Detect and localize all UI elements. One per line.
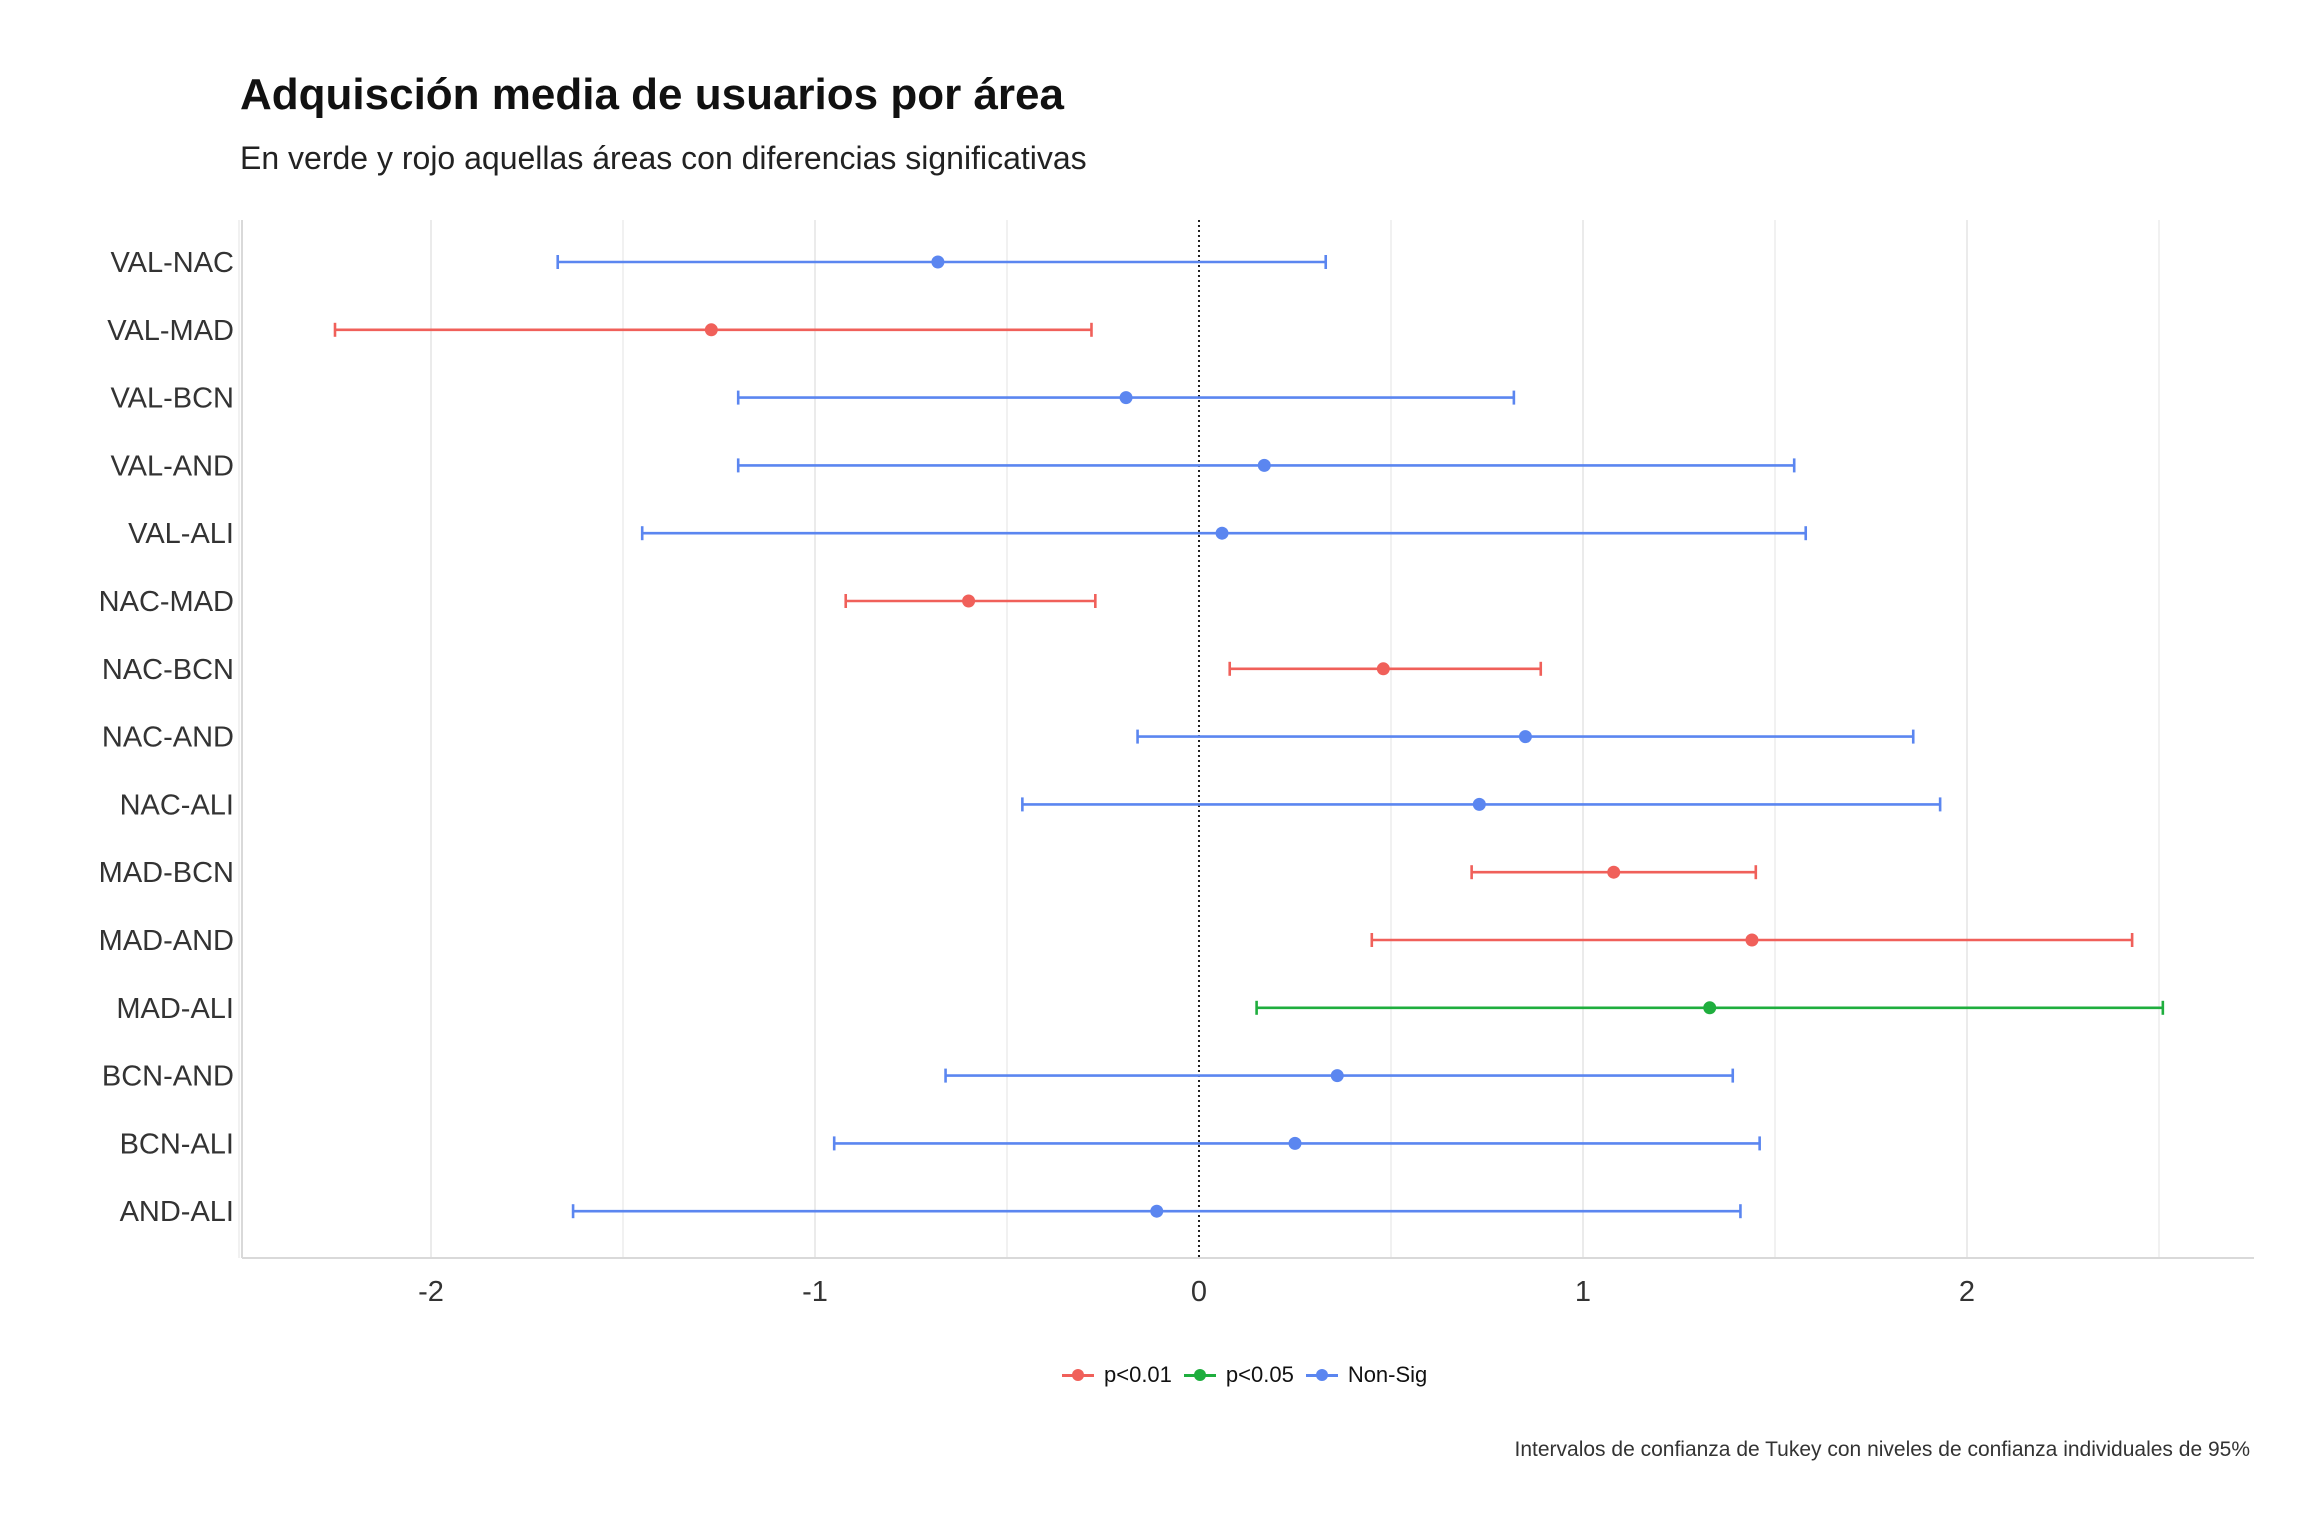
estimate-point	[1376, 662, 1390, 676]
estimate-point	[1745, 933, 1759, 947]
estimate-point	[1472, 797, 1486, 811]
legend-label-nonsig: Non-Sig	[1347, 1362, 1428, 1387]
y-tick-label: NAC-MAD	[99, 586, 234, 618]
legend-key-p001	[1060, 1365, 1096, 1385]
legend-item-nonsig: Non-Sig	[1304, 1362, 1427, 1388]
estimate-point	[1257, 458, 1271, 472]
legend-item-p001: p<0.01	[1060, 1362, 1172, 1388]
chart-title: Adquisción media de usuarios por área	[240, 70, 1064, 119]
legend-key-p005	[1182, 1365, 1218, 1385]
estimate-point	[1607, 865, 1621, 879]
estimate-point	[1215, 526, 1229, 540]
x-tick-label: 1	[1575, 1276, 1591, 1308]
legend-key-nonsig	[1304, 1365, 1340, 1385]
chart-caption: Intervalos de confianza de Tukey con niv…	[1514, 1438, 2250, 1461]
estimate-point	[1288, 1136, 1302, 1150]
x-tick-label: -2	[418, 1276, 444, 1308]
x-tick-label: 0	[1191, 1276, 1207, 1308]
y-tick-label: BCN-ALI	[120, 1128, 234, 1160]
estimate-point	[1119, 391, 1133, 405]
chart-subtitle: En verde y rojo aquellas áreas con difer…	[240, 140, 1087, 176]
y-tick-label: VAL-MAD	[107, 315, 234, 347]
estimate-point	[931, 255, 945, 269]
y-tick-label: MAD-BCN	[99, 857, 234, 889]
y-tick-label: BCN-AND	[102, 1061, 234, 1093]
estimate-point	[1330, 1069, 1344, 1083]
estimate-point	[704, 323, 718, 337]
y-tick-label: AND-ALI	[120, 1196, 234, 1228]
y-tick-label: NAC-AND	[102, 722, 234, 754]
y-tick-label: MAD-AND	[99, 925, 234, 957]
y-tick-label: VAL-ALI	[128, 518, 234, 550]
x-tick-label: -1	[802, 1276, 828, 1308]
y-tick-label: VAL-AND	[110, 450, 234, 482]
legend: p<0.01 p<0.05 Non-Sig	[1060, 1362, 1427, 1388]
legend-label-p001: p<0.01	[1104, 1362, 1172, 1387]
estimate-point	[962, 594, 976, 608]
y-tick-label: NAC-BCN	[102, 654, 234, 686]
y-tick-label: MAD-ALI	[116, 993, 234, 1025]
x-tick-label: 2	[1959, 1276, 1975, 1308]
estimate-point	[1518, 730, 1532, 744]
y-tick-label: NAC-ALI	[120, 789, 234, 821]
estimate-point	[1703, 1001, 1717, 1015]
legend-item-p005: p<0.05	[1182, 1362, 1294, 1388]
y-tick-label: VAL-BCN	[110, 383, 234, 415]
y-tick-label: VAL-NAC	[110, 247, 234, 279]
estimate-point	[1150, 1204, 1164, 1218]
legend-label-p005: p<0.05	[1225, 1362, 1294, 1387]
